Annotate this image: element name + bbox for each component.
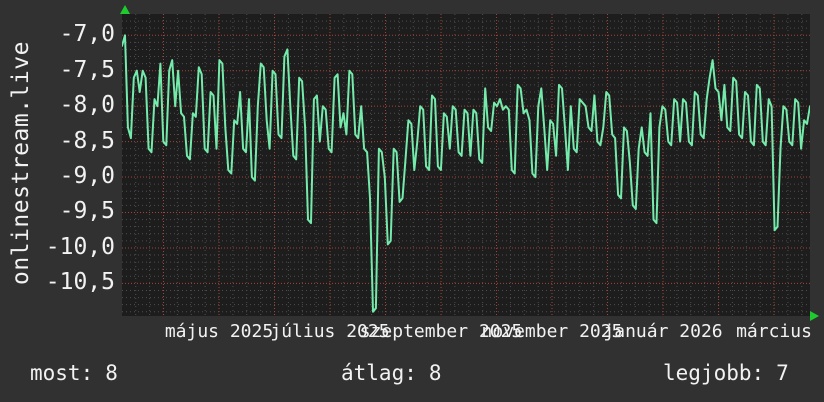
stat-atlag: átlag: 8	[341, 361, 442, 385]
y-axis-arrow-icon	[120, 5, 130, 14]
y-axis-tick-label: -9,0	[59, 163, 115, 190]
x-axis-tick-label: március	[736, 321, 812, 342]
y-axis-labels: -7,0 -7,5 -8,0 -8,5 -9,0 -9,5 -10,0 -10,5	[0, 0, 115, 316]
stat-legjobb-value: 7	[776, 361, 789, 385]
y-axis-tick-label: -8,5	[59, 127, 115, 154]
x-axis-tick-label: május 2025	[164, 321, 274, 342]
y-axis-tick-label: -9,5	[59, 198, 115, 225]
plot-background	[122, 14, 810, 316]
stat-most-value: 8	[105, 361, 118, 385]
y-axis-tick-label: -7,5	[59, 56, 115, 83]
y-axis-tick-label: -10,5	[45, 269, 115, 296]
stat-atlag-label: átlag:	[341, 361, 417, 385]
x-axis-tick-label: november 2025	[481, 321, 623, 342]
data-line	[122, 34, 810, 313]
y-axis-tick-label: -10,0	[45, 233, 115, 260]
x-axis-tick-label: szeptember 2025	[359, 321, 523, 342]
stat-most-label: most:	[30, 361, 94, 385]
stat-most: most: 8	[30, 361, 118, 385]
y-axis-tick-label: -8,0	[59, 92, 115, 119]
y-axis-tick-label: -7,0	[59, 21, 115, 48]
x-axis-tick-label: július 2025	[270, 321, 390, 342]
stat-legjobb: legjobb: 7	[663, 361, 789, 385]
stat-legjobb-label: legjobb:	[663, 361, 765, 385]
stat-atlag-value: 8	[428, 361, 442, 385]
x-axis-arrow-icon	[810, 311, 819, 321]
chart-canvas	[122, 14, 810, 316]
x-axis-labels: május 2025 július 2025 szeptember 2025 nove…	[0, 321, 824, 345]
stats-bar: most: 8 átlag: 8 legjobb: 7	[0, 361, 824, 387]
x-axis-tick-label: január 2026	[603, 321, 723, 342]
